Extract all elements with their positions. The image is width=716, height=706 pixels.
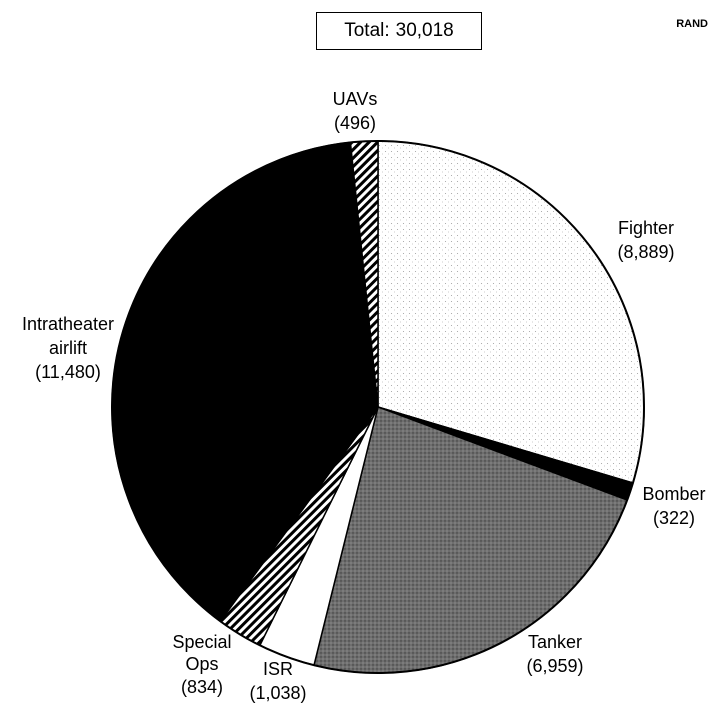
slice-label-tanker-1: (6,959) — [526, 656, 583, 676]
slice-label-fighter-1: (8,889) — [617, 242, 674, 262]
slice-label-uavs-1: (496) — [334, 113, 376, 133]
slice-label-airlift-1: airlift — [49, 338, 87, 358]
slice-label-bomber-1: (322) — [653, 508, 695, 528]
slice-label-isr-1: (1,038) — [249, 683, 306, 703]
slice-label-isr-0: ISR — [263, 659, 293, 679]
slice-label-airlift-2: (11,480) — [35, 362, 101, 382]
total-label: Total: — [344, 20, 390, 41]
slice-label-special-ops-0: Special — [172, 632, 231, 652]
total-value: 30,018 — [395, 20, 454, 41]
slice-label-fighter-0: Fighter — [618, 218, 674, 238]
slice-label-special-ops-2: (834) — [181, 677, 223, 697]
slice-label-uavs-0: UAVs — [333, 89, 378, 109]
source-label: RAND — [676, 18, 708, 30]
total-box: Total: 30,018 — [316, 12, 482, 50]
slice-label-bomber-0: Bomber — [642, 484, 705, 504]
slice-label-tanker-0: Tanker — [528, 632, 582, 652]
slice-label-airlift-0: Intratheater — [22, 314, 114, 334]
slice-label-special-ops-1: Ops — [185, 654, 218, 674]
pie-outline — [111, 140, 645, 674]
